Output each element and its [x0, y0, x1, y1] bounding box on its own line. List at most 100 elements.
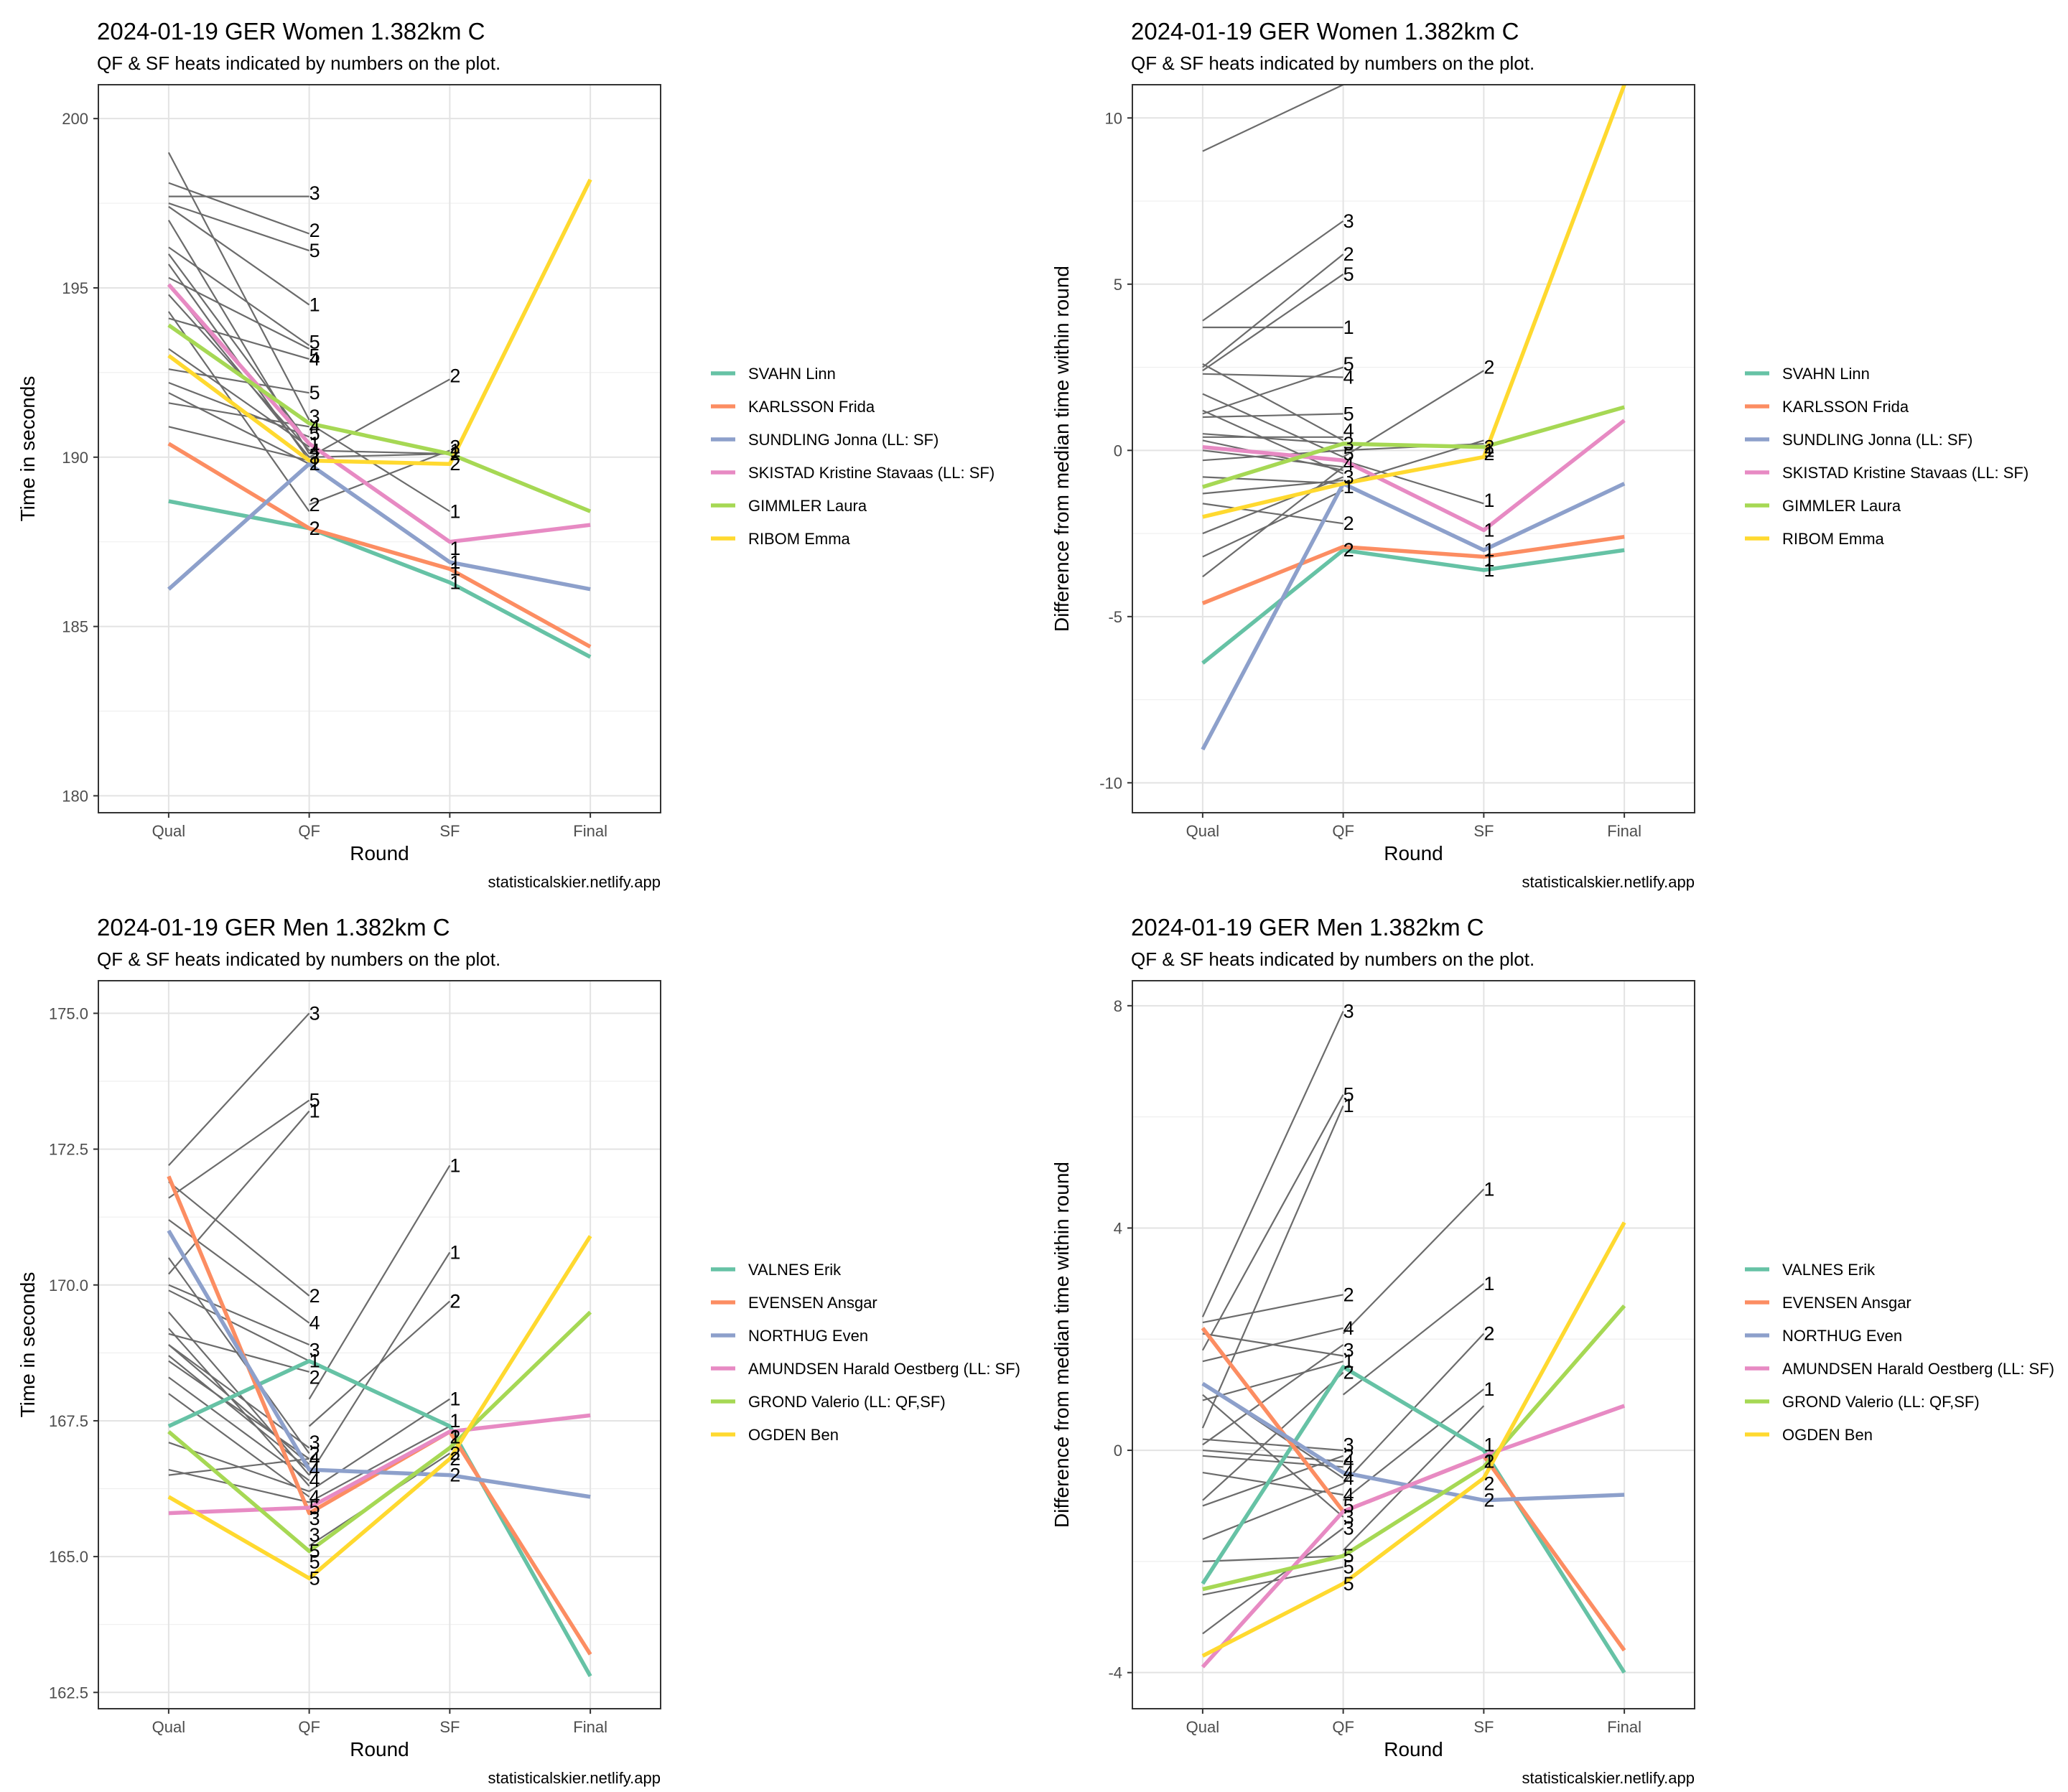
- other-athlete-line: [1202, 503, 1343, 525]
- heat-label: 1: [1343, 1095, 1354, 1116]
- heat-label: 5: [309, 1089, 320, 1111]
- heat-label: 2: [309, 1366, 320, 1388]
- legend-label: NORTHUG Even: [748, 1327, 868, 1345]
- x-tick-label: Final: [1607, 822, 1641, 840]
- chart-panel-men-diff: 2024-01-19 GER Men 1.382km C QF & SF heat…: [1051, 914, 2054, 1787]
- chart-title: 2024-01-19 GER Men 1.382km C: [1131, 914, 1484, 941]
- chart-panel-women-diff: 2024-01-19 GER Women 1.382km C QF & SF he…: [1051, 18, 2029, 891]
- heat-label: 3: [309, 1508, 320, 1529]
- heat-label: 5: [309, 1567, 320, 1589]
- legend-label: RIBOM Emma: [1782, 530, 1885, 548]
- series-line: [1201, 534, 1625, 605]
- y-axis-title: Difference from median time within round: [1051, 266, 1073, 632]
- heat-label: 3: [309, 1002, 320, 1024]
- heat-label: 3: [309, 447, 320, 468]
- legend-label: AMUNDSEN Harald Oestberg (LL: SF): [1782, 1360, 2054, 1378]
- caption: statisticalskier.netlify.app: [488, 1769, 661, 1787]
- heat-label: 2: [1343, 1445, 1354, 1467]
- legend-label: GROND Valerio (LL: QF,SF): [748, 1393, 946, 1411]
- plot-border: [98, 84, 661, 813]
- heat-label: 1: [1484, 1378, 1494, 1400]
- heat-label: 1: [1484, 1434, 1494, 1455]
- legend-label: SUNDLING Jonna (LL: SF): [1782, 431, 1972, 449]
- heat-label: 2: [1484, 1473, 1494, 1495]
- legend-label: EVENSEN Ansgar: [1782, 1294, 1911, 1312]
- y-axis-title: Time in seconds: [17, 1272, 39, 1418]
- legend-label: SUNDLING Jonna (LL: SF): [748, 431, 938, 449]
- x-axis-title: Round: [350, 842, 409, 864]
- series-line: [167, 323, 592, 513]
- other-athlete-line: [168, 392, 310, 465]
- heat-label: 2: [1484, 357, 1494, 378]
- other-athlete-line: [1202, 85, 1344, 152]
- other-athlete-line: [1202, 1483, 1344, 1540]
- heat-label: 1: [450, 551, 460, 573]
- heat-label: 5: [1343, 403, 1354, 424]
- heat-label: 3: [1343, 433, 1354, 454]
- heat-label: 3: [309, 1432, 320, 1453]
- other-athlete-line: [1202, 476, 1344, 535]
- heat-label: 2: [450, 1290, 460, 1312]
- x-tick-label: Final: [573, 822, 607, 840]
- y-tick-label: 190: [62, 449, 88, 467]
- y-tick-label: 162.5: [49, 1684, 88, 1702]
- plot-background: [1132, 981, 1695, 1709]
- heat-label: 1: [1343, 317, 1354, 338]
- plot-border: [1132, 980, 1695, 1709]
- y-tick-label: 10: [1105, 109, 1122, 127]
- other-athlete-line: [167, 253, 310, 444]
- series-line: [167, 1235, 592, 1581]
- heat-label: 2: [450, 1465, 460, 1486]
- other-athlete-line: [1202, 466, 1344, 578]
- x-tick-label: SF: [1473, 822, 1494, 840]
- heat-label: 1: [450, 500, 460, 522]
- heat-label: 3: [1343, 466, 1354, 487]
- other-athlete-line: [1202, 274, 1344, 372]
- other-athlete-line: [1343, 459, 1484, 505]
- heat-label: 1: [309, 1350, 320, 1372]
- heat-label: 4: [309, 1486, 320, 1508]
- caption: statisticalskier.netlify.app: [488, 873, 661, 891]
- other-athlete-line: [1202, 363, 1344, 442]
- heat-label: 2: [450, 365, 460, 387]
- other-athlete-line: [1202, 1438, 1343, 1452]
- series-line: [1201, 1221, 1626, 1658]
- other-athlete-line: [1202, 1455, 1343, 1468]
- other-athlete-line: [1202, 1371, 1344, 1501]
- y-tick-label: 5: [1114, 276, 1122, 294]
- other-athlete-line: [1202, 409, 1344, 475]
- series-line: [1202, 419, 1626, 533]
- chart-subtitle: QF & SF heats indicated by numbers on th…: [97, 948, 500, 970]
- series-line: [1201, 548, 1625, 665]
- x-tick-label: QF: [1332, 822, 1354, 840]
- other-athlete-line: [1201, 1105, 1344, 1429]
- heat-label: 1: [1484, 549, 1494, 571]
- other-athlete-line: [1202, 1566, 1343, 1596]
- heat-label: 3: [1343, 1517, 1354, 1539]
- y-tick-label: -4: [1108, 1664, 1122, 1682]
- heat-label: 2: [1343, 1362, 1354, 1383]
- x-tick-label: Qual: [1186, 822, 1219, 840]
- heat-label: 1: [450, 1241, 460, 1263]
- x-tick-label: SF: [439, 822, 460, 840]
- series-line: [1202, 405, 1625, 489]
- chart-panel-men-time: 2024-01-19 GER Men 1.382km C QF & SF heat…: [17, 914, 1020, 1787]
- legend-label: AMUNDSEN Harald Oestberg (LL: SF): [748, 1360, 1020, 1378]
- heat-label: 3: [309, 1340, 320, 1361]
- heat-label: 5: [1343, 1084, 1354, 1106]
- heat-label: 4: [309, 1459, 320, 1480]
- y-tick-label: 0: [1114, 442, 1122, 459]
- other-athlete-line: [1342, 1188, 1485, 1335]
- caption: statisticalskier.netlify.app: [1522, 873, 1695, 891]
- legend-label: VALNES Erik: [748, 1261, 842, 1279]
- legend-label: SKISTAD Kristine Stavaas (LL: SF): [1782, 464, 2029, 482]
- other-athlete-line: [1342, 1405, 1485, 1551]
- other-athlete-line: [1202, 393, 1344, 458]
- heat-label: 3: [1343, 1340, 1354, 1361]
- heat-label: 4: [1343, 1462, 1354, 1483]
- y-tick-label: 180: [62, 787, 88, 805]
- other-athlete-line: [308, 1165, 451, 1400]
- series-line: [1201, 1365, 1626, 1674]
